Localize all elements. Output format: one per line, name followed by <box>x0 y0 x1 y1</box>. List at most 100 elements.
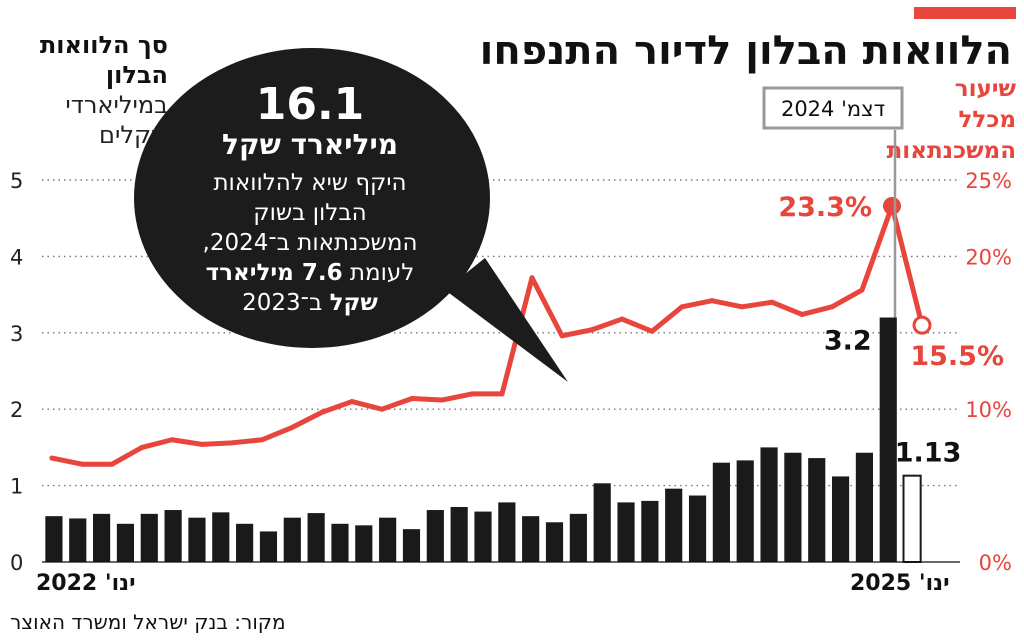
bar-5 <box>164 510 182 562</box>
rate-point <box>679 304 685 310</box>
bar-20 <box>522 516 540 562</box>
rate-point <box>349 399 355 405</box>
bar-0 <box>45 516 63 562</box>
bar-last-value-label: 1.13 <box>895 438 962 469</box>
bar-32 <box>808 458 826 562</box>
callout-desc5-text: ב־2023 <box>242 290 323 316</box>
x-start-label: ינו' 2022 <box>36 571 136 596</box>
left-axis-title-line3: במיליארדי <box>65 91 168 119</box>
bar-24 <box>617 502 635 562</box>
bar-29 <box>736 460 754 562</box>
right-tick-label: 10% <box>965 398 1012 422</box>
callout-unit: מיליארד שקל <box>222 128 398 161</box>
bar-9 <box>259 531 278 562</box>
rate-point <box>589 327 595 333</box>
callout-text: 16.1 מיליארד שקל היקף שיא להלוואות הבלון… <box>160 82 460 318</box>
rate-point <box>169 437 175 443</box>
callout-desc-line4: לעומת 7.6 מיליארד <box>160 258 460 288</box>
left-tick-label: 0 <box>10 551 23 575</box>
bar-peak-value-label: 3.2 <box>824 326 872 357</box>
bar-4 <box>140 513 158 562</box>
callout-desc4-text: לעומת <box>349 260 415 286</box>
rate-point-last <box>912 315 932 335</box>
bar-8 <box>236 523 254 562</box>
line-series <box>49 196 932 467</box>
rate-point <box>289 425 295 431</box>
callout-value: 16.1 <box>255 79 365 130</box>
rate-point <box>79 461 85 467</box>
bar-17 <box>450 506 468 562</box>
callout-description: היקף שיא להלוואות הבלון בשוק המשכנתאות ב… <box>160 168 460 318</box>
bar-34 <box>855 452 873 562</box>
callout-desc-line3: המשכנתאות ב־2024, <box>202 230 418 256</box>
left-tick-label: 2 <box>10 398 23 422</box>
bar-25 <box>641 500 659 562</box>
last-rate-label: 15.5% <box>910 341 1004 372</box>
bar-3 <box>116 523 135 562</box>
callout-desc-line2: הבלון בשוק <box>253 200 367 226</box>
bar-27 <box>688 495 707 562</box>
bar-31 <box>784 452 802 562</box>
bar-23 <box>593 483 611 562</box>
rate-point <box>49 455 55 461</box>
right-axis-title-line3: המשכנתאות <box>886 138 1016 164</box>
bar-15 <box>402 529 421 562</box>
bar-14 <box>379 517 397 562</box>
left-tick-label: 4 <box>10 245 23 269</box>
peak-tag-box <box>762 86 904 130</box>
right-axis-title-line1: שיעור <box>954 76 1016 102</box>
bar-6 <box>188 517 206 562</box>
callout-bubble-tail <box>445 258 568 382</box>
bar-series <box>45 317 922 563</box>
annotations: דצמ' 2024 23.3% 15.5% 3.2 1.13 <box>762 86 1004 469</box>
rate-point <box>739 304 745 310</box>
right-axis-title-line2: מכלל <box>958 107 1017 133</box>
right-tick-label: 20% <box>965 245 1012 269</box>
gridlines <box>42 179 960 487</box>
rate-point <box>559 333 565 339</box>
peak-rate-label: 23.3% <box>778 192 872 223</box>
right-tick-label: 25% <box>965 169 1012 193</box>
right-axis-title: שיעור מכלל המשכנתאות <box>836 74 1016 167</box>
peak-tag-label: דצמ' 2024 <box>781 97 885 121</box>
bar-21 <box>545 522 564 562</box>
x-end-label: ינו' 2025 <box>850 571 950 596</box>
bar-18 <box>474 511 492 562</box>
bar-1 <box>69 518 87 562</box>
rate-point <box>769 299 775 305</box>
rate-point <box>409 396 415 402</box>
rate-point <box>229 440 235 446</box>
bar-30 <box>760 447 778 562</box>
rate-point <box>199 441 205 447</box>
bar-19 <box>498 502 516 562</box>
rate-point <box>799 311 805 317</box>
callout-desc5-bold: שקל <box>329 290 378 316</box>
right-tick-label: 0% <box>979 551 1012 575</box>
rate-point <box>319 409 325 415</box>
callout-desc4-bold: 7.6 מיליארד <box>205 260 343 286</box>
bar-33 <box>831 476 850 562</box>
source-note: מקור: בנק ישראל ומשרד האוצר <box>10 610 286 634</box>
chart-title: הלוואות הבלון לדיור התנפחו <box>479 28 1012 74</box>
rate-point <box>619 316 625 322</box>
rate-point <box>139 444 145 450</box>
left-tick-label: 1 <box>10 475 23 499</box>
bar-16 <box>426 510 444 562</box>
bar-11 <box>307 513 325 562</box>
rate-point <box>439 397 445 403</box>
left-tick-label: 3 <box>10 322 23 346</box>
rate-point <box>859 287 865 293</box>
callout-bubble <box>134 48 568 382</box>
rate-point <box>499 391 505 397</box>
bar-35 <box>879 317 897 562</box>
bar-28 <box>712 462 730 562</box>
bar-22 <box>569 513 587 562</box>
bar-12 <box>331 523 349 562</box>
left-axis-title-line1: סך הלוואות <box>39 31 168 59</box>
rate-point <box>529 275 535 281</box>
rate-point <box>649 328 655 334</box>
left-axis-title: סך הלוואות הבלון במיליארדי שקלים <box>8 30 168 150</box>
rate-point <box>259 437 265 443</box>
bar-26 <box>665 488 683 562</box>
